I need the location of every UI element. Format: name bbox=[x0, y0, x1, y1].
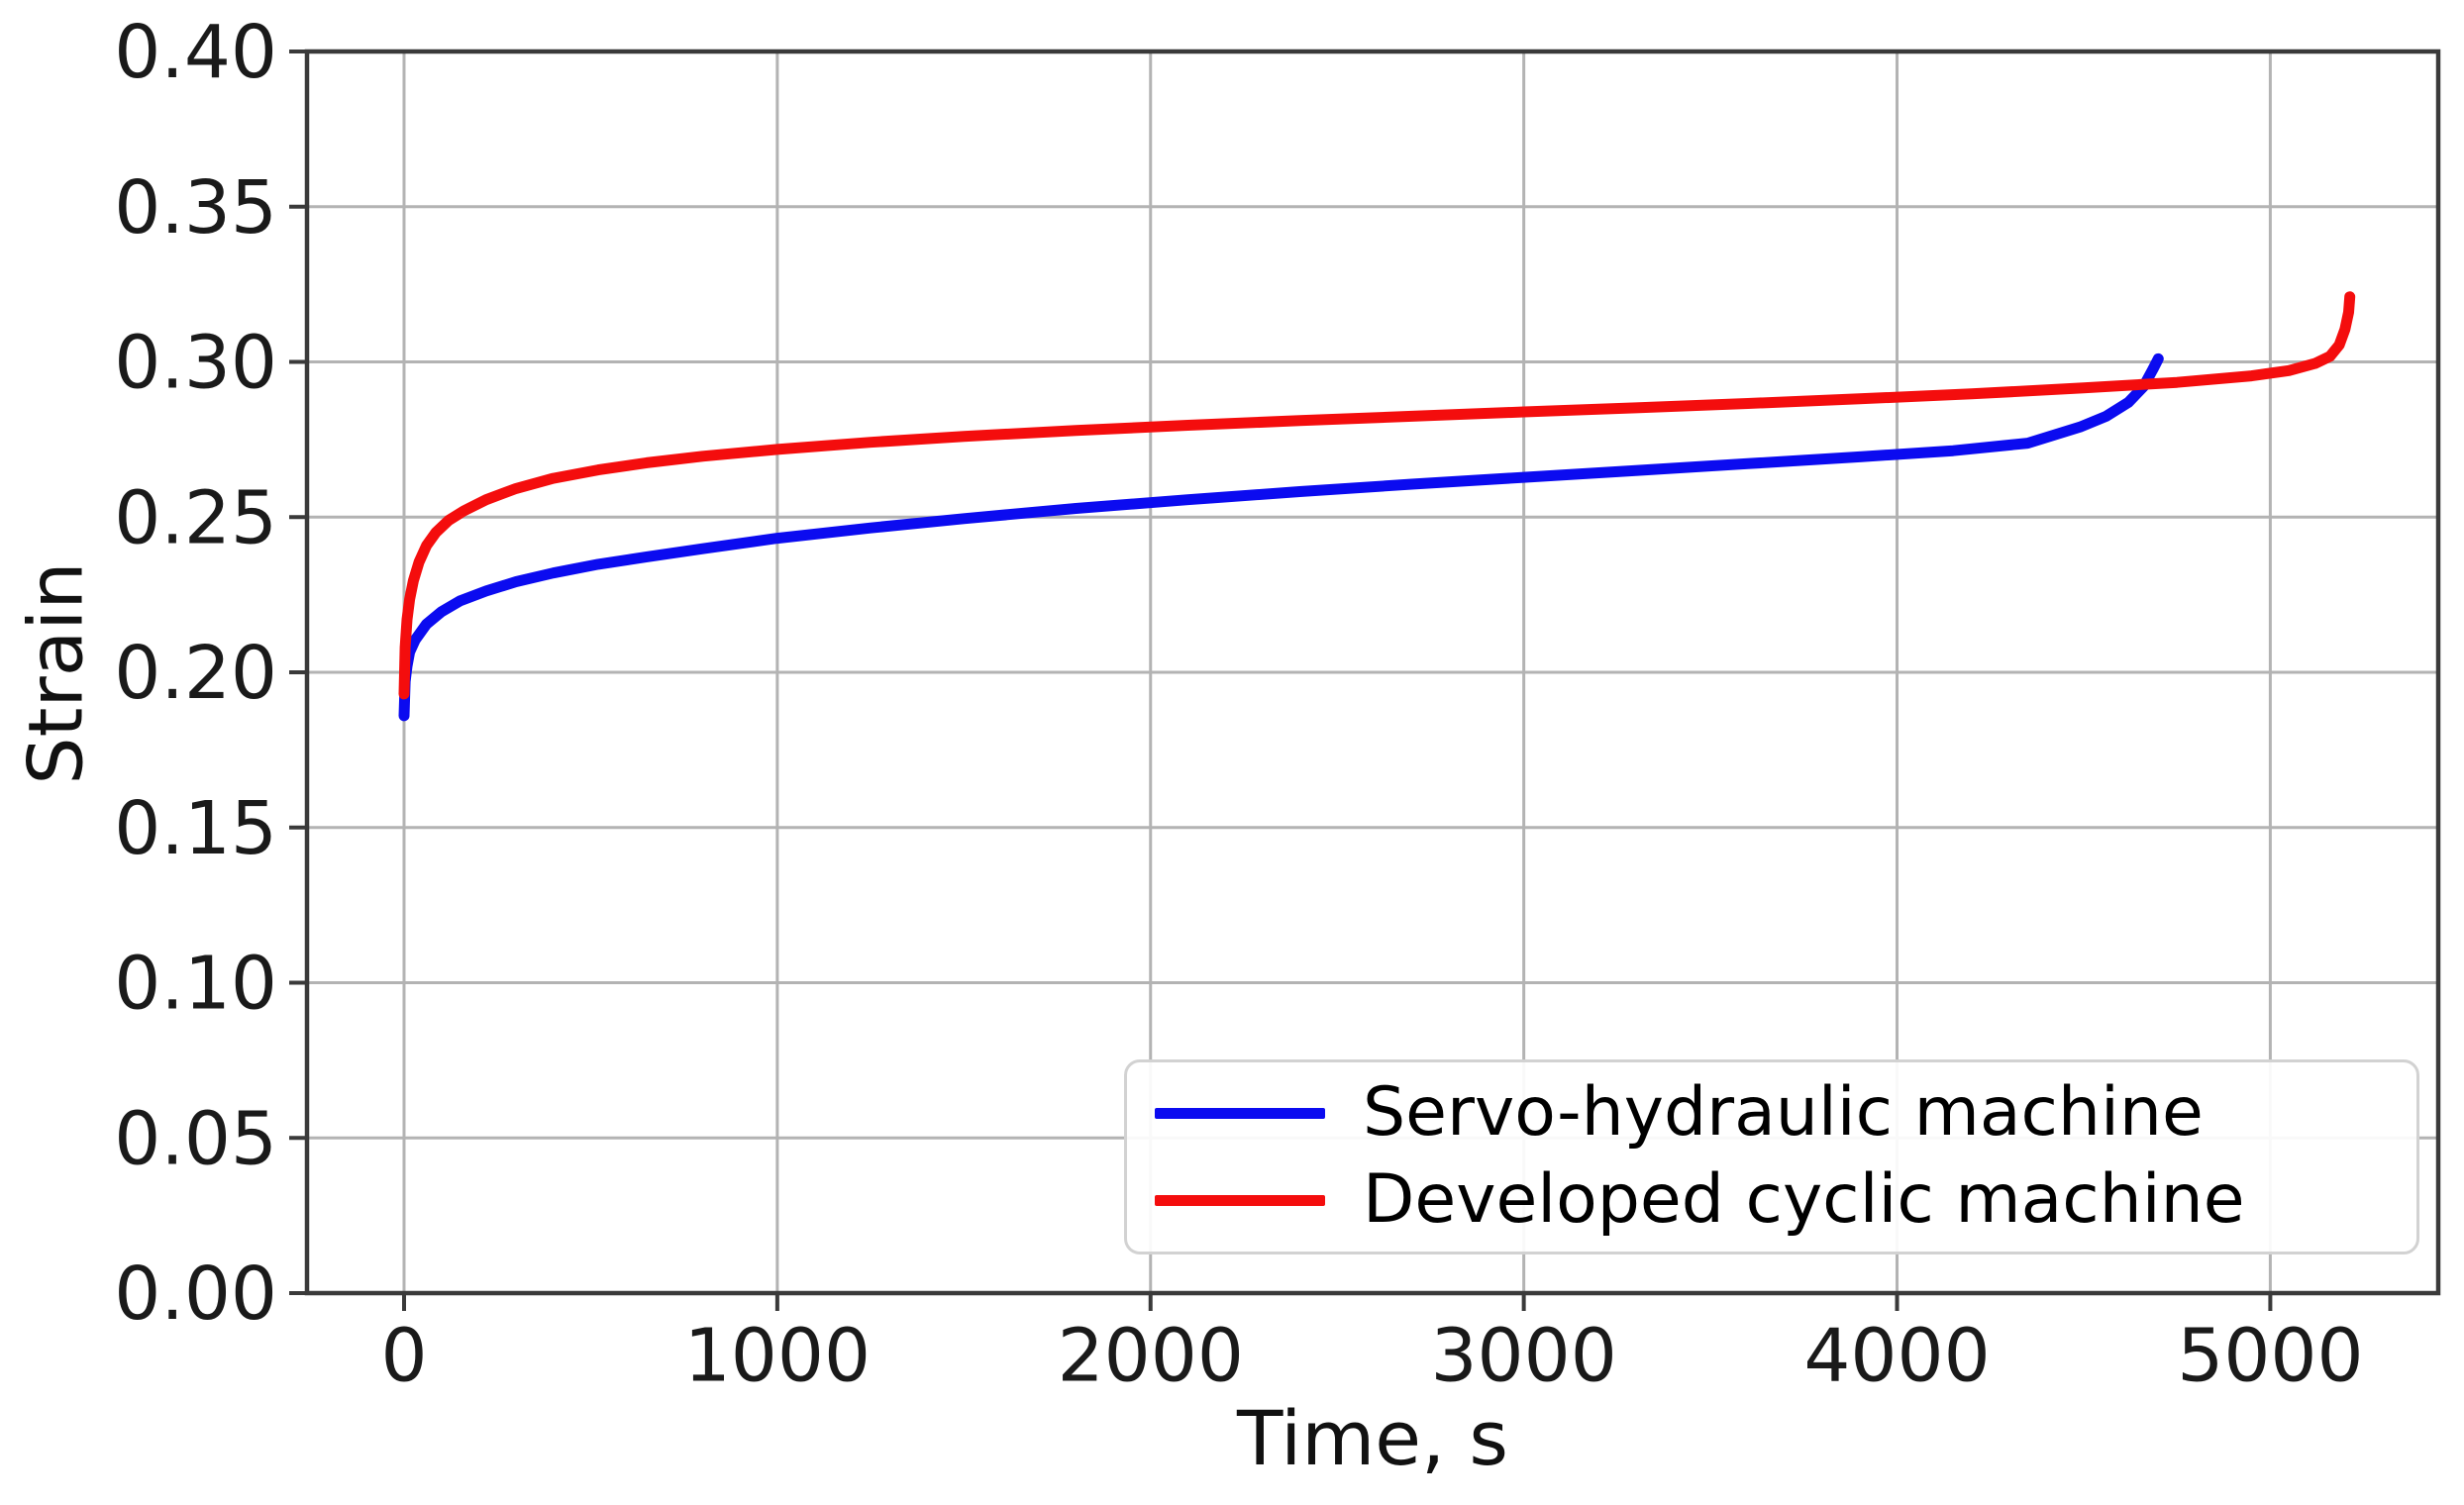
x-tick-label: 5000 bbox=[2177, 1313, 2363, 1398]
legend-item: Servo-hydraulic machine bbox=[1127, 1072, 2416, 1152]
y-tick-label: 0.40 bbox=[114, 10, 277, 95]
legend-item: Developed cyclic machine bbox=[1127, 1163, 2416, 1238]
legend-line-swatch-red bbox=[1155, 1195, 1325, 1207]
y-tick-label: 0.15 bbox=[114, 786, 277, 871]
y-tick-label: 0.25 bbox=[114, 475, 277, 560]
y-tick-label: 0.00 bbox=[114, 1252, 277, 1337]
legend: Servo-hydraulic machine Developed cyclic… bbox=[1124, 1059, 2419, 1254]
series-line-developed-cyclic-machine bbox=[398, 291, 2356, 700]
x-tick-label: 2000 bbox=[1058, 1313, 1244, 1398]
legend-line-swatch-blue bbox=[1155, 1107, 1325, 1119]
y-tick-label: 0.20 bbox=[114, 631, 277, 716]
legend-item-label: Developed cyclic machine bbox=[1363, 1160, 2245, 1240]
x-tick-label: 1000 bbox=[684, 1313, 871, 1398]
series-line-servo-hydraulic-machine bbox=[398, 352, 2164, 722]
x-tick-label: 0 bbox=[380, 1313, 427, 1398]
y-tick-label: 0.35 bbox=[114, 165, 277, 251]
y-tick-label: 0.05 bbox=[114, 1096, 277, 1181]
y-axis-label: Strain bbox=[11, 561, 100, 785]
y-tick-label: 0.30 bbox=[114, 321, 277, 406]
legend-item-label: Servo-hydraulic machine bbox=[1363, 1072, 2204, 1152]
x-tick-label: 3000 bbox=[1430, 1313, 1616, 1398]
x-axis-label: Time, s bbox=[1237, 1394, 1508, 1482]
x-tick-label: 4000 bbox=[1803, 1313, 1990, 1398]
y-tick-label: 0.10 bbox=[114, 942, 277, 1027]
